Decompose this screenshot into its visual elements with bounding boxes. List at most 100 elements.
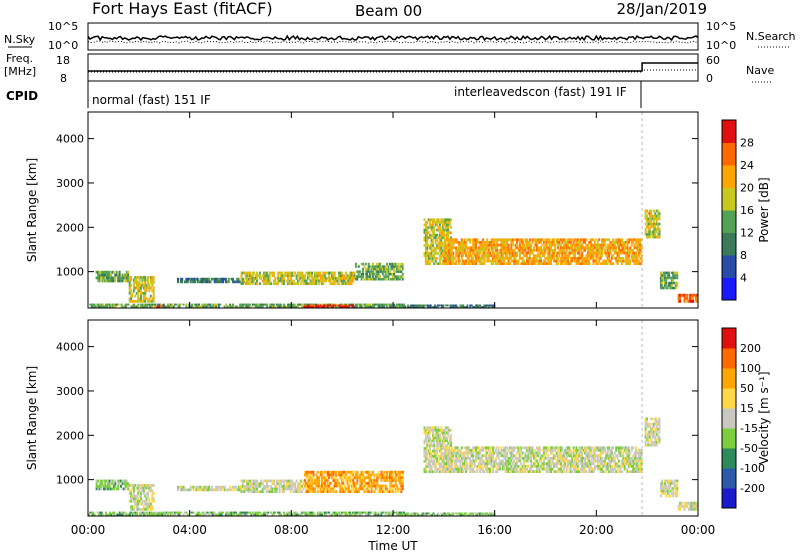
velocity-echo-cell — [131, 513, 134, 516]
power-echo-cell — [306, 271, 309, 275]
velocity-echo-cell — [429, 462, 432, 466]
velocity-echo-cell — [558, 449, 561, 452]
velocity-echo-cell — [462, 462, 465, 465]
power-echo-cell — [112, 279, 115, 283]
power-echo-cell — [473, 251, 476, 255]
velocity-echo-cell — [319, 513, 322, 516]
power-echo-cell — [472, 259, 475, 263]
velocity-echo-cell — [260, 479, 263, 483]
velocity-echo-cell — [138, 513, 141, 516]
power-echo-cell — [674, 274, 677, 277]
power-echo-cell — [575, 259, 578, 263]
velocity-echo-cell — [312, 476, 315, 480]
velocity-echo-cell — [526, 449, 528, 452]
power-echo-cell — [589, 249, 592, 252]
power-echo-cell — [134, 286, 137, 290]
power-echo-cell — [377, 278, 380, 281]
velocity-echo-cell — [514, 457, 517, 460]
power-echo-cell — [544, 259, 547, 263]
power-echo-cell — [445, 231, 448, 234]
power-echo-cell — [251, 279, 254, 283]
velocity-echo-cell — [309, 513, 312, 516]
velocity-echo-cell — [247, 485, 250, 488]
power-echo-cell — [102, 270, 105, 274]
velocity-echo-cell — [98, 485, 101, 488]
power-echo-cell — [117, 273, 120, 277]
power-echo-cell — [499, 251, 502, 255]
velocity-echo-cell — [545, 467, 548, 471]
power-echo-cell — [492, 249, 494, 252]
power-echo-cell — [377, 303, 380, 306]
power-echo-cell — [503, 257, 506, 260]
velocity-echo-cell — [225, 513, 227, 516]
power-echo-cell — [551, 254, 554, 257]
power-echo-cell — [409, 304, 412, 307]
velocity-echo-cell — [436, 467, 439, 471]
velocity-echo-cell — [397, 490, 400, 493]
velocity-echo-cell — [486, 465, 489, 468]
velocity-echo-cell — [407, 512, 410, 515]
power-echo-cell — [543, 241, 545, 244]
power-echo-cell — [455, 238, 458, 242]
power-echo-cell — [665, 276, 668, 280]
velocity-echo-cell — [472, 457, 475, 460]
power-echo-cell — [503, 246, 506, 250]
power-echo-cell — [592, 243, 595, 247]
velocity-echo-cell — [551, 446, 554, 450]
power-echo-cell — [501, 246, 504, 250]
power-echo-cell — [486, 241, 489, 244]
power-echo-cell — [533, 254, 535, 257]
velocity-echo-cell — [169, 513, 172, 516]
power-echo-cell — [400, 262, 403, 266]
power-echo-cell — [354, 305, 357, 308]
velocity-echo-cell — [521, 457, 524, 460]
velocity-echo-cell — [312, 490, 315, 493]
velocity-echo-cell — [514, 462, 517, 465]
velocity-echo-cell — [462, 514, 465, 516]
power-echo-cell — [436, 306, 439, 308]
power-echo-cell — [528, 238, 531, 242]
velocity-echo-cell — [424, 467, 427, 471]
power-echo-cell — [568, 241, 571, 244]
power-echo-cell — [280, 277, 282, 280]
power-echo-cell — [606, 254, 609, 257]
noise-right-ytick-top: 10^5 — [706, 20, 736, 33]
velocity-echo-cell — [476, 512, 479, 515]
velocity-echo-cell — [299, 482, 302, 485]
power-echo-cell — [247, 282, 250, 285]
velocity-echo-cell — [425, 512, 428, 515]
velocity-echo-cell — [122, 482, 125, 485]
velocity-echo-cell — [427, 431, 430, 435]
velocity-echo-cell — [527, 446, 530, 450]
power-echo-cell — [336, 304, 339, 307]
velocity-echo-cell — [426, 436, 429, 440]
velocity-echo-cell — [500, 449, 503, 452]
velocity-echo-cell — [90, 513, 93, 516]
velocity-echo-cell — [437, 436, 440, 440]
velocity-echo-cell — [516, 459, 519, 463]
velocity-echo-cell — [265, 513, 268, 516]
power-echo-cell — [487, 246, 490, 250]
velocity-echo-cell — [282, 485, 285, 488]
velocity-echo-cell — [359, 513, 362, 516]
velocity-echo-cell — [108, 479, 111, 483]
power-echo-cell — [626, 262, 629, 265]
power-echo-cell — [514, 238, 517, 242]
power-echo-cell — [400, 275, 403, 278]
velocity-echo-cell — [278, 482, 281, 485]
velocity-echo-cell — [210, 513, 213, 516]
velocity-echo-cell — [144, 511, 147, 514]
power-echo-cell — [198, 303, 201, 306]
velocity-echo-cell — [325, 487, 328, 491]
power-echo-cell — [193, 280, 196, 284]
power-echo-cell — [313, 303, 316, 306]
power-echo-cell — [249, 274, 251, 277]
velocity-echo-cell — [450, 444, 453, 448]
velocity-echo-cell — [309, 479, 312, 482]
velocity-echo-cell — [330, 487, 333, 491]
power-echo-cell — [627, 262, 630, 265]
power-echo-cell — [575, 262, 578, 265]
velocity-echo-cell — [225, 511, 227, 514]
velocity-echo-cell — [298, 487, 301, 491]
power-echo-cell — [489, 251, 492, 255]
